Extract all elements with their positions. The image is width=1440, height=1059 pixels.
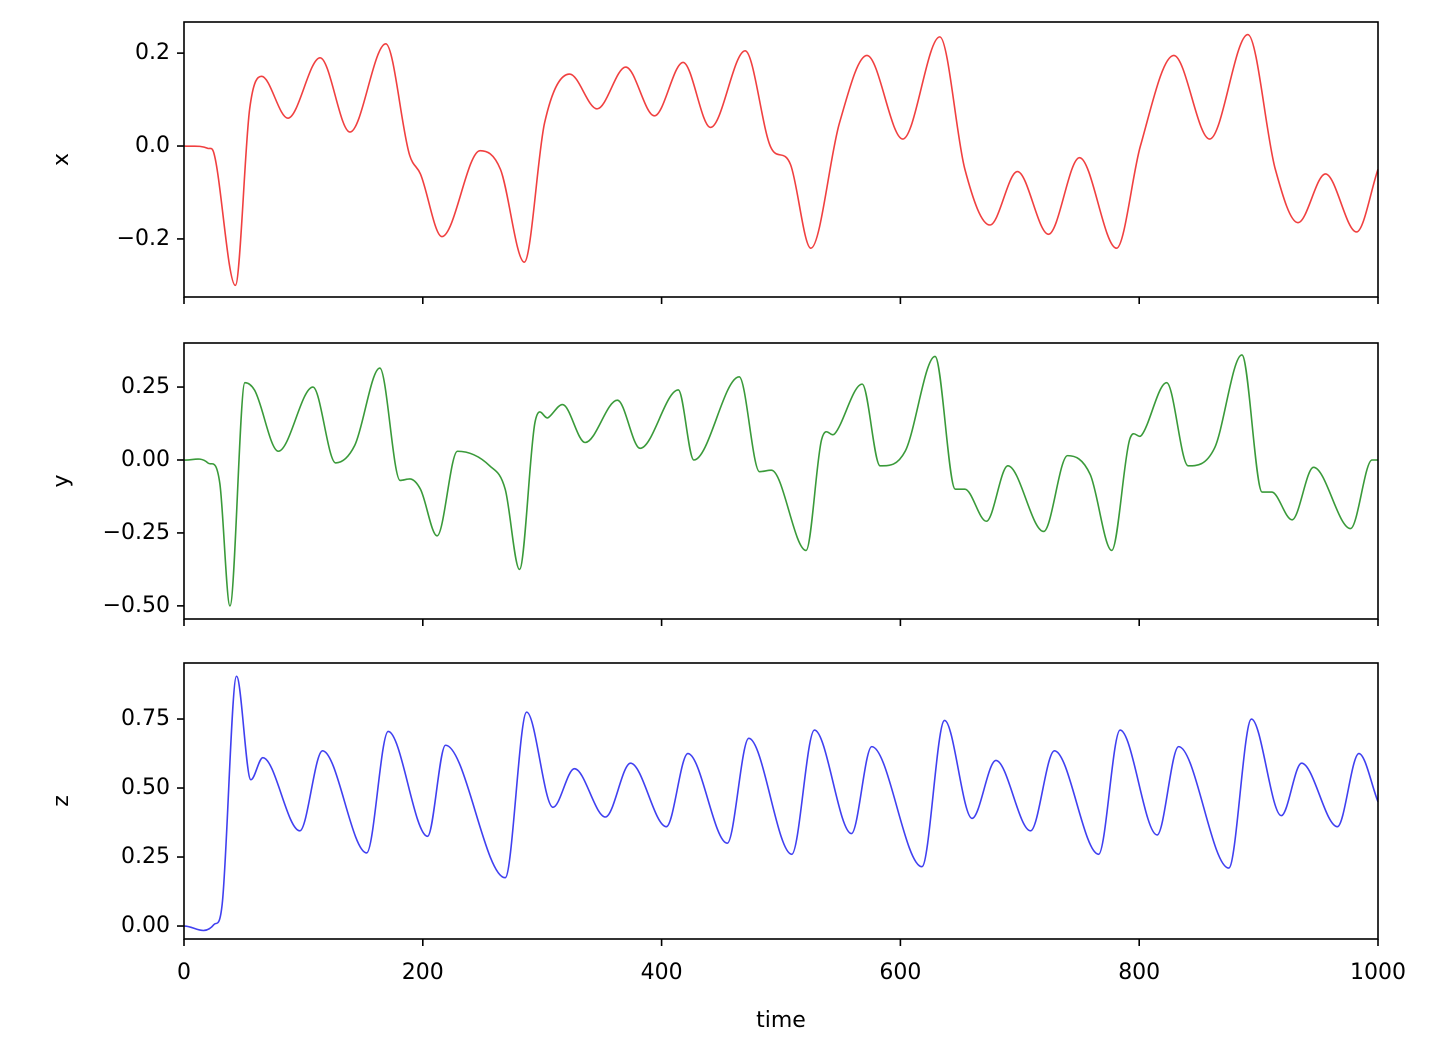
x-tick-label: 600 <box>879 960 921 985</box>
y-tick-label: 0.25 <box>121 844 170 869</box>
plot-frame <box>183 342 1379 620</box>
data-line <box>183 675 1379 932</box>
y-tick-label: 0.50 <box>121 775 170 800</box>
data-line <box>183 354 1378 607</box>
y-tick-label: 0.00 <box>121 913 170 938</box>
y-axis-label: x <box>49 153 74 166</box>
x-tick-label: 1000 <box>1350 960 1406 985</box>
y-tick-label: 0.75 <box>121 706 170 731</box>
x-tick-label: 0 <box>177 960 191 985</box>
y-tick-label: −0.50 <box>103 593 170 618</box>
plot-frame <box>183 21 1379 298</box>
x-tick-label: 200 <box>402 960 444 985</box>
y-tick-label: 0.2 <box>135 40 170 65</box>
x-tick-label: 400 <box>641 960 683 985</box>
y-axis-label: z <box>49 795 74 807</box>
x-axis-label: time <box>756 1008 806 1033</box>
y-tick-label: 0.00 <box>121 447 170 472</box>
y-tick-label: −0.25 <box>103 520 170 545</box>
y-tick-label: −0.2 <box>117 226 170 251</box>
x-tick-label: 800 <box>1118 960 1160 985</box>
y-axis-label: y <box>49 474 74 487</box>
y-tick-label: 0.25 <box>121 374 170 399</box>
plot-frame <box>183 662 1379 940</box>
data-line <box>183 33 1379 287</box>
y-tick-label: 0.0 <box>135 133 170 158</box>
